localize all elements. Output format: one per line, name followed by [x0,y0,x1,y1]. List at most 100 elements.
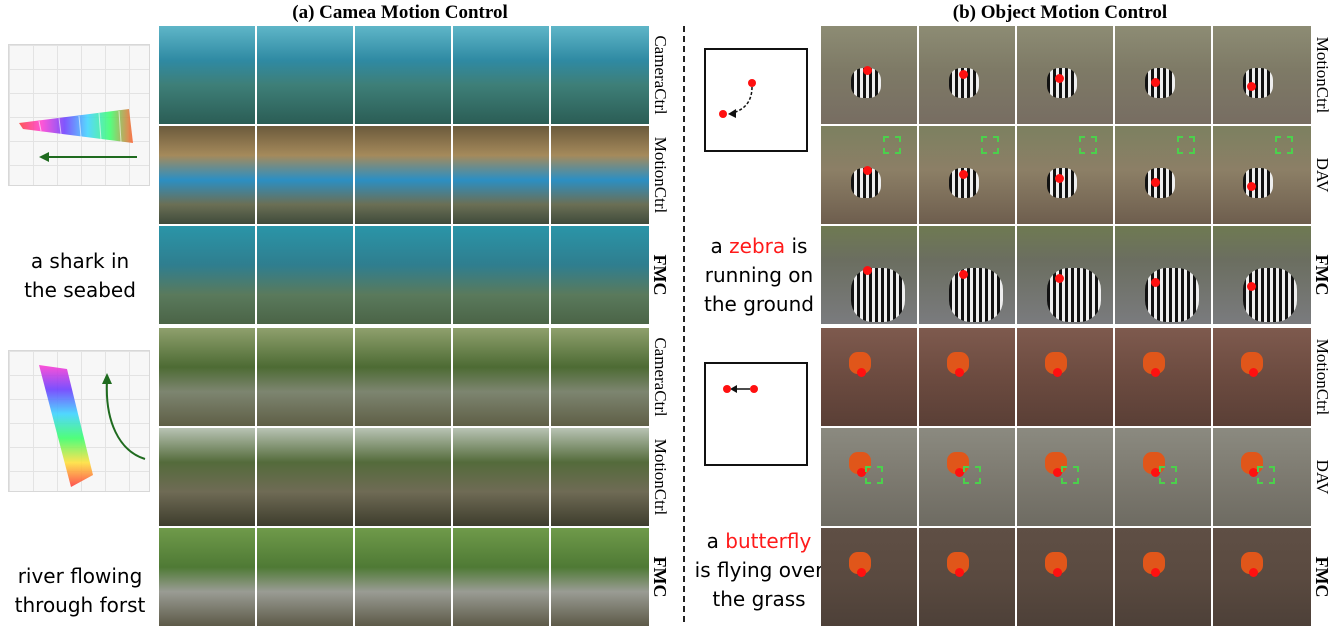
video-frame [1115,428,1213,526]
video-frame [919,428,1017,526]
curved-arrow-down-left-icon [719,79,756,118]
trajectory-point-marker [1247,282,1256,291]
row-method-label: MotionCtrl [651,136,670,214]
video-frame [257,328,355,426]
video-frame [257,26,355,124]
video-frame [453,126,551,224]
trajectory-point-marker [959,170,968,179]
video-frame [1115,126,1213,224]
trajectory-point-marker [1053,468,1062,477]
video-frame [919,528,1017,626]
prompt-line: the ground [704,292,814,316]
zebra-subject [851,268,905,322]
prompt-shark: a shark in the seabed [2,247,158,305]
video-frame [919,328,1017,426]
butterfly-subject [1241,552,1263,574]
video-frame [821,428,919,526]
frame-row-fmc [159,226,649,324]
prompt-line: a shark in [30,249,130,273]
video-frame [1213,328,1311,426]
prompt-line: through forst [14,593,146,617]
bounding-box [981,136,999,154]
video-frame [1017,328,1115,426]
zebra-subject [1145,68,1175,98]
video-frame [1213,126,1311,224]
panel-divider [683,26,685,622]
bounding-box [883,136,901,154]
video-frame [355,528,453,626]
video-frame [257,126,355,224]
row-method-label: DAV [1313,157,1332,193]
straight-arrow-left-icon [723,385,758,393]
trajectory-point-marker [1055,74,1064,83]
row-method-label: FMC [1312,254,1332,296]
camera-panel-title: (a) Camea Motion Control [292,2,508,23]
trajectory-point-marker [1247,182,1256,191]
trajectory-point-marker [1055,274,1064,283]
frame-row-motionctrl [821,328,1311,426]
row-method-label: MotionCtrl [1313,36,1332,114]
video-frame [1115,528,1213,626]
trajectory-point-marker [955,368,964,377]
trajectory-point-marker [1151,468,1160,477]
trajectory-point-marker [955,468,964,477]
video-frame [551,26,649,124]
zebra-subject [1047,168,1077,198]
frame-row-cameractrl [159,328,649,426]
video-frame [159,226,257,324]
bounding-box [1061,466,1079,484]
zebra-subject [1243,268,1297,322]
butterfly-subject [1143,352,1165,374]
video-frame [821,528,919,626]
prompt-text: a [706,529,726,553]
object-trajectory-straight [704,362,808,466]
frame-row-fmc [821,528,1311,626]
video-frame [453,26,551,124]
video-frame [1017,126,1115,224]
zebra-subject [1047,68,1077,98]
bounding-box [1257,466,1275,484]
video-frame [1017,528,1115,626]
prompt-line: a butterfly [692,527,826,556]
video-frame [1017,428,1115,526]
video-frame [453,428,551,526]
prompt-text: is [785,234,808,258]
trajectory-point-marker [1053,568,1062,577]
video-frame [551,328,649,426]
video-frame [1213,226,1311,324]
trajectory-point-marker [1151,368,1160,377]
trajectory-point-marker [863,66,872,75]
prompt-line: running on [704,263,814,287]
trajectory-point-marker [959,70,968,79]
prompt-highlight-subject: zebra [729,234,786,258]
prompt-highlight-subject: butterfly [725,529,812,553]
bounding-box [1177,136,1195,154]
video-frame [257,528,355,626]
video-frame [821,328,919,426]
row-method-label: DAV [1313,459,1332,495]
video-frame [821,26,919,124]
butterfly-subject [1045,352,1067,374]
bounding-box [865,466,883,484]
frame-row-fmc [159,528,649,626]
video-frame [919,226,1017,324]
video-frame [159,428,257,526]
frame-row-motionctrl [159,428,649,526]
video-frame [551,428,649,526]
prompt-line: the seabed [24,278,136,302]
bounding-box [1275,136,1293,154]
video-frame [821,226,919,324]
video-frame [1115,328,1213,426]
video-frame [919,126,1017,224]
frame-row-cameractrl [159,26,649,124]
video-frame [1017,226,1115,324]
video-frame [551,528,649,626]
trajectory-point-marker [1055,174,1064,183]
butterfly-subject [1045,552,1067,574]
zebra-subject [949,268,1003,322]
object-panel-title: (b) Object Motion Control [952,2,1168,23]
row-method-label: CameraCtrl [651,35,670,115]
bounding-box [1079,136,1097,154]
frame-row-motionctrl [821,26,1311,124]
object-trajectory-curved [704,48,808,152]
